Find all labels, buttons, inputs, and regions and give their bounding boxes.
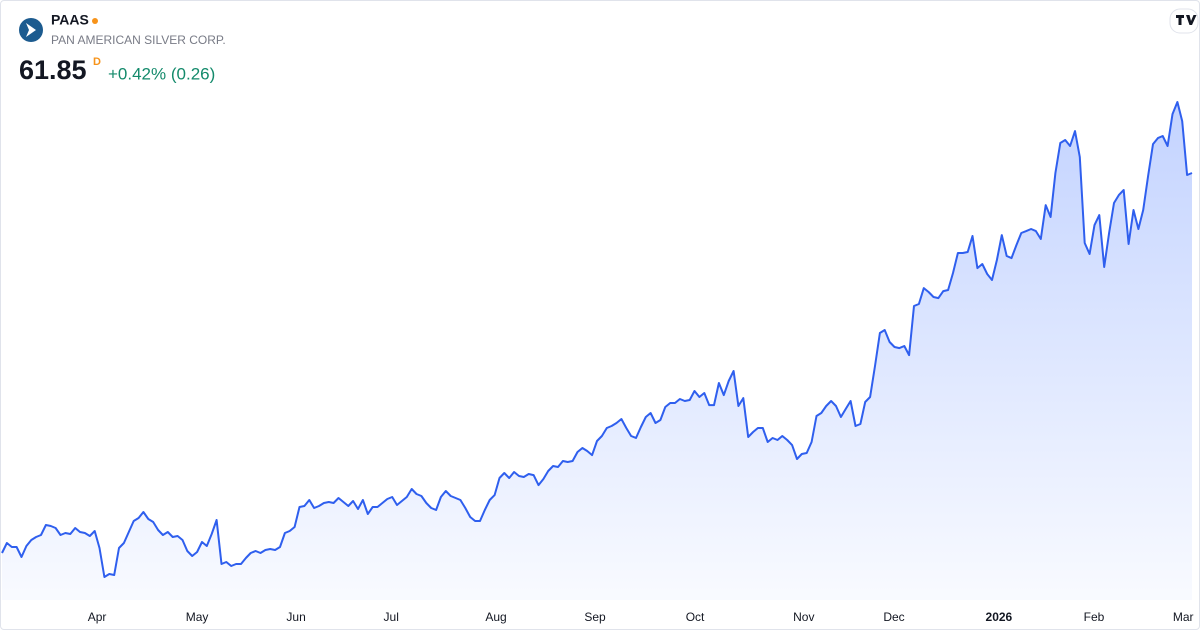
- x-tick-label: Sep: [584, 610, 606, 624]
- x-tick-label: Aug: [485, 610, 506, 624]
- price-line: [1, 101, 1193, 578]
- x-tick-label: Feb: [1084, 610, 1105, 624]
- tradingview-badge: [1169, 8, 1199, 34]
- x-tick-label: Nov: [793, 610, 814, 624]
- area: [2, 102, 1192, 600]
- x-tick-label: Mar: [1173, 610, 1194, 624]
- company-name: PAN AMERICAN SILVER CORP.: [51, 33, 226, 47]
- symbol: PAAS: [51, 12, 89, 28]
- x-tick-label: May: [186, 610, 209, 624]
- x-tick-label: Dec: [883, 610, 904, 624]
- x-tick-label: Jul: [384, 610, 399, 624]
- x-tick-label: 2026: [986, 610, 1013, 624]
- price-change: +0.42% (0.26): [108, 64, 215, 83]
- x-tick-label: Apr: [88, 610, 107, 624]
- interval: D: [93, 56, 101, 68]
- logo: [19, 18, 43, 42]
- x-tick-label: Jun: [286, 610, 305, 624]
- status-dot: [92, 18, 98, 24]
- price: 61.85: [19, 55, 87, 85]
- x-tick-label: Oct: [686, 610, 705, 624]
